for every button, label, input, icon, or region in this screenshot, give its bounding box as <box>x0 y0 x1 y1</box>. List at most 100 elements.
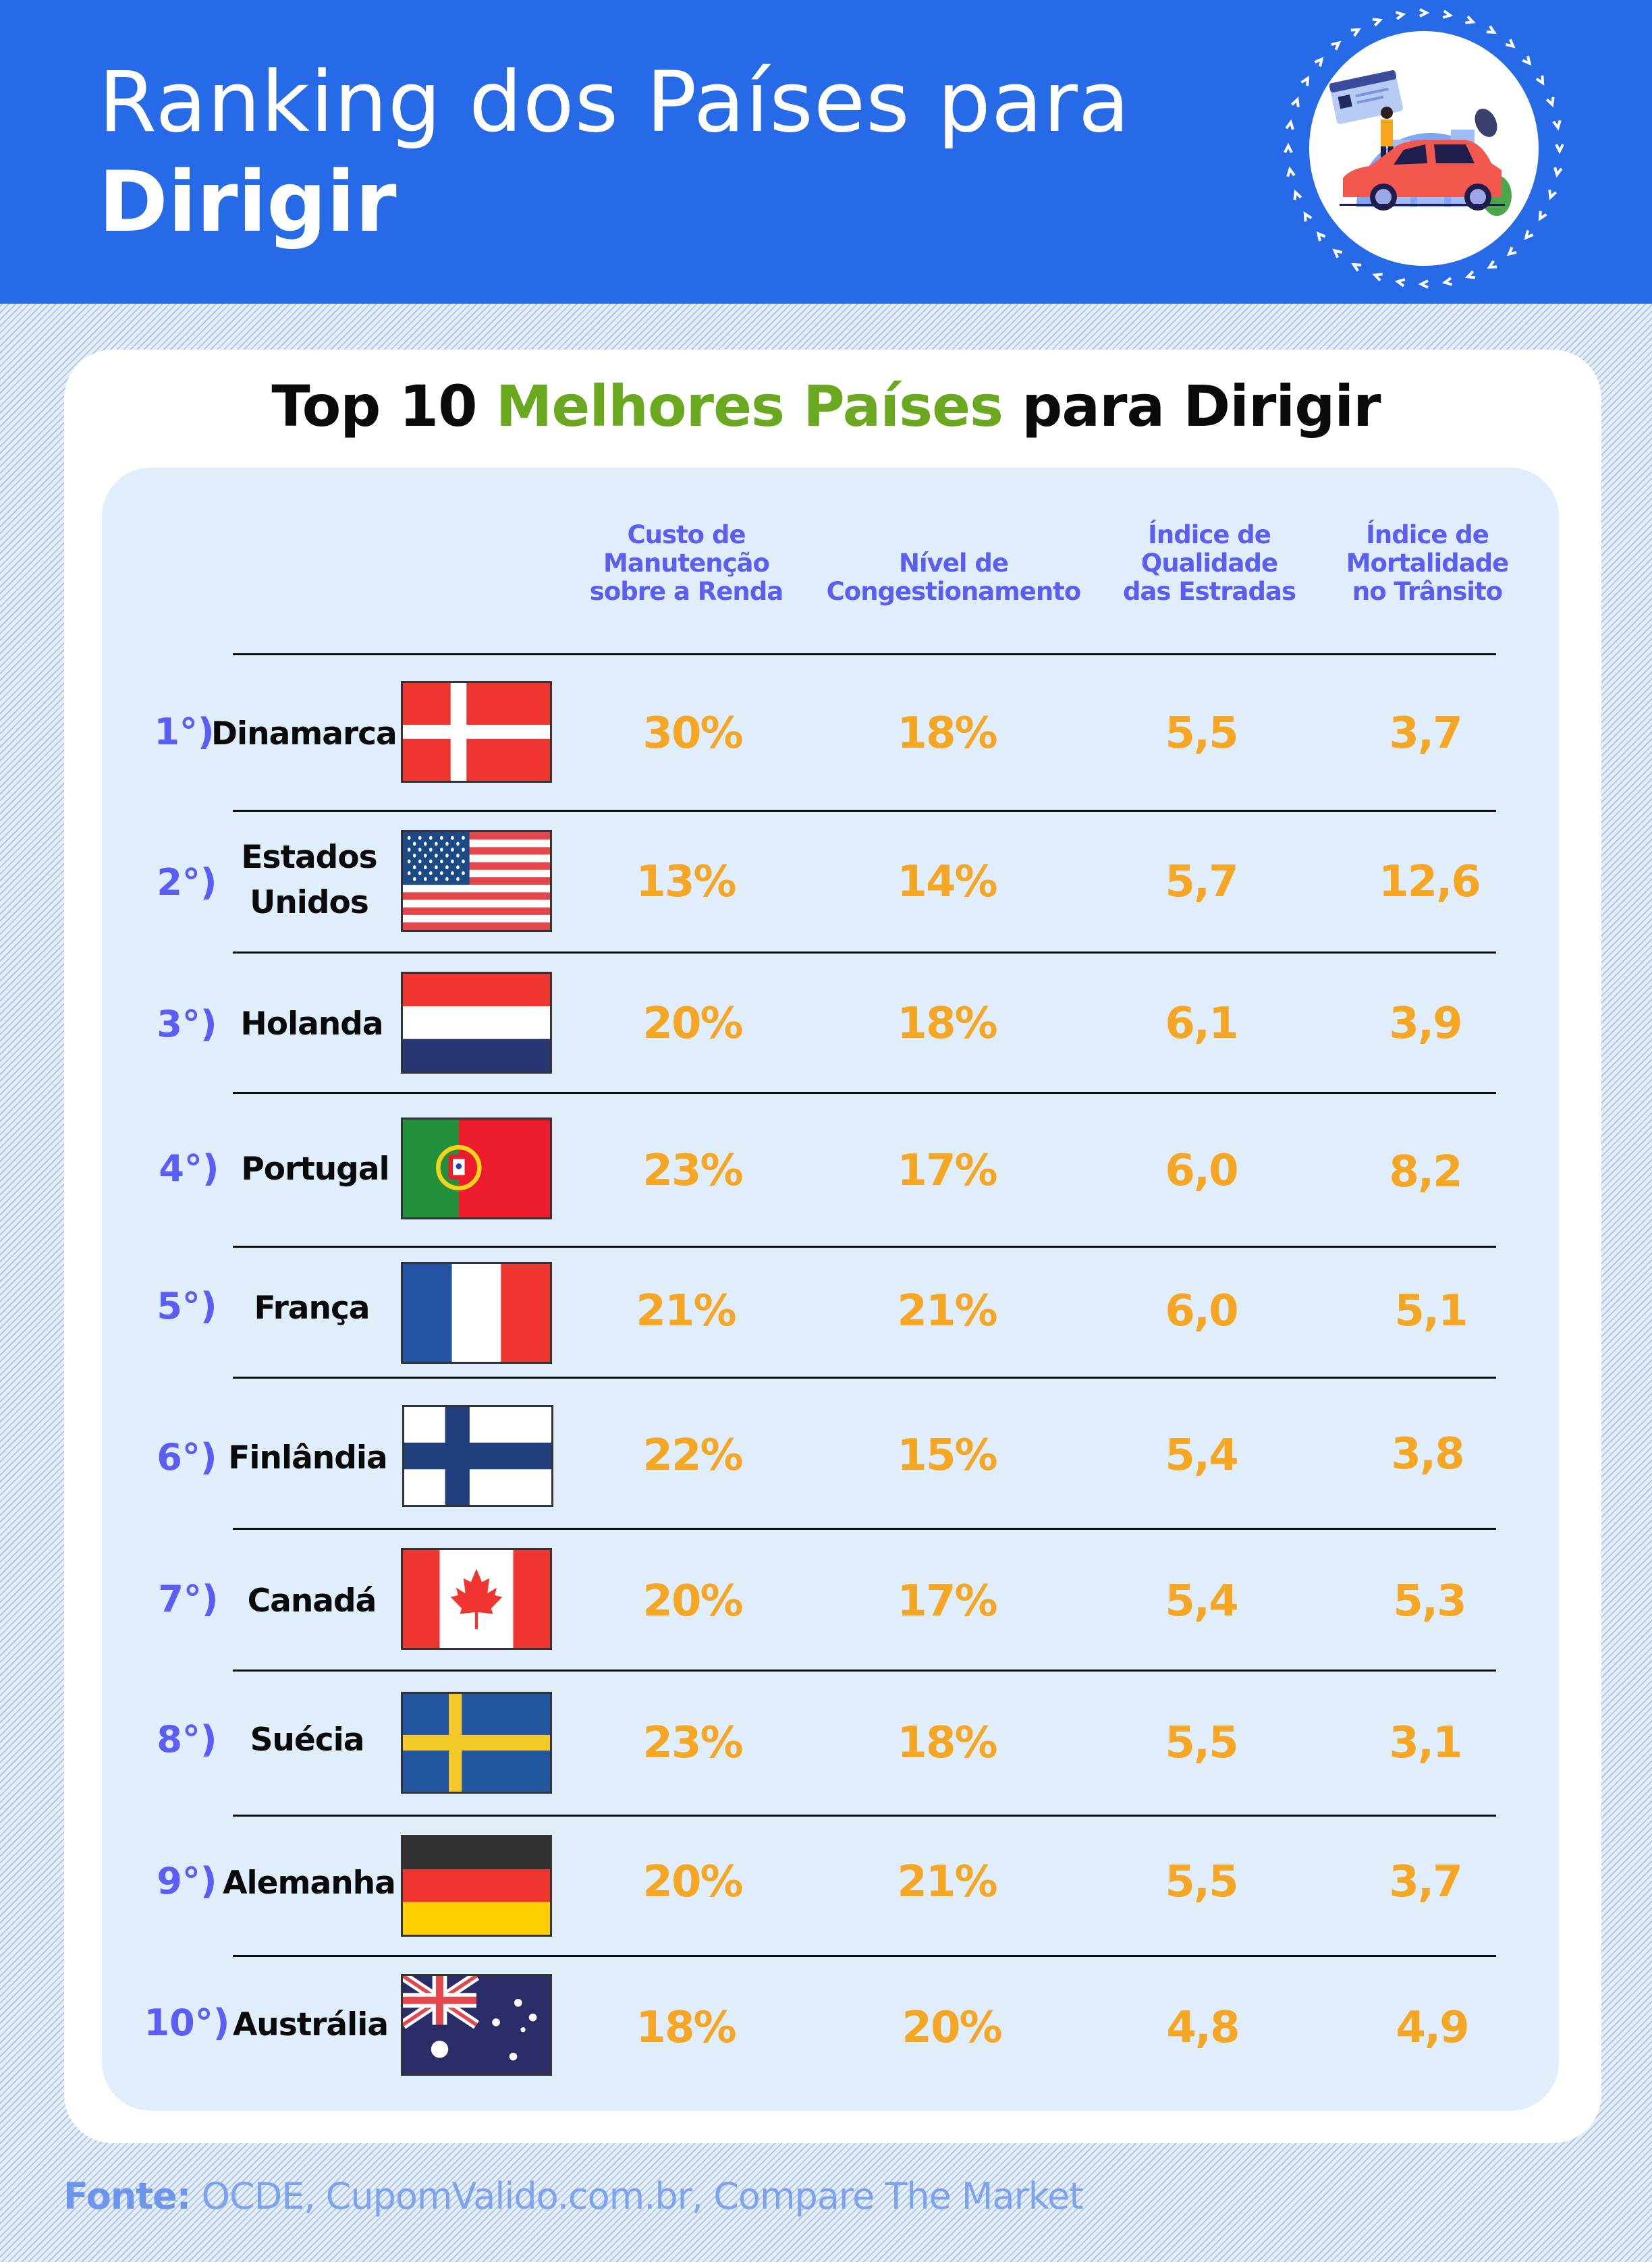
sweden-flag-icon <box>401 1692 552 1794</box>
rank-label: 4°) <box>159 1147 219 1190</box>
road-quality-value: 5,4 <box>1165 1431 1238 1481</box>
page-title-line1: Ranking dos Países para <box>99 54 1130 151</box>
row-divider <box>233 1246 1496 1248</box>
column-header-line: Índice de <box>1366 520 1489 549</box>
row-divider <box>233 1528 1496 1530</box>
row-divider <box>233 1092 1496 1094</box>
france-flag-icon <box>401 1262 552 1364</box>
country-name: Holanda <box>240 1005 383 1043</box>
maintenance-cost-value: 30% <box>642 709 743 758</box>
congestion-value: 15% <box>897 1431 997 1481</box>
row-divider <box>233 1815 1496 1817</box>
maintenance-cost-value: 20% <box>642 1576 743 1626</box>
maintenance-cost-value: 22% <box>642 1431 743 1481</box>
card-title-accent: Melhores Países <box>495 373 1003 439</box>
maintenance-cost-value: 23% <box>642 1718 743 1768</box>
congestion-value: 18% <box>897 999 997 1049</box>
usa-flag-icon <box>401 830 552 932</box>
country-name: França <box>254 1290 370 1327</box>
maintenance-cost-value: 21% <box>636 1286 736 1336</box>
column-header-line: Qualidade <box>1140 549 1278 578</box>
canada-flag-icon <box>401 1548 552 1650</box>
traffic-mortality-value: 12,6 <box>1379 857 1481 907</box>
traffic-mortality-value: 3,7 <box>1389 1857 1462 1907</box>
country-name: Alemanha <box>223 1865 396 1902</box>
column-header-road-quality: Índice de Qualidade das Estradas <box>1101 521 1317 606</box>
card-title-prefix: Top 10 <box>271 373 496 439</box>
column-header-traffic-mortality: Índice de Mortalidade no Trânsito <box>1319 521 1535 606</box>
congestion-value: 17% <box>897 1576 997 1626</box>
maintenance-cost-value: 20% <box>642 999 743 1049</box>
traffic-mortality-value: 3,1 <box>1389 1718 1462 1768</box>
netherlands-flag-icon <box>401 972 552 1074</box>
column-header-line: Nível de <box>898 549 1009 578</box>
road-quality-value: 5,5 <box>1165 709 1238 758</box>
rank-label: 1°) <box>154 711 215 753</box>
rank-label: 7°) <box>158 1578 219 1620</box>
road-quality-value: 6,0 <box>1165 1286 1238 1336</box>
traffic-mortality-value: 3,8 <box>1391 1429 1464 1479</box>
congestion-value: 14% <box>897 857 997 907</box>
row-divider <box>233 1670 1496 1672</box>
column-header-congestion: Nível de Congestionamento <box>798 549 1109 606</box>
congestion-value: 17% <box>897 1146 997 1196</box>
column-header-line: no Trânsito <box>1352 577 1503 606</box>
card-title: Top 10 Melhores Países para Dirigir <box>0 373 1652 440</box>
country-name: Dinamarca <box>211 715 397 752</box>
column-header-line: sobre a Renda <box>589 577 783 606</box>
header-banner: Ranking dos Países para Dirigir <box>0 0 1652 304</box>
table-panel <box>102 468 1559 2111</box>
column-header-line: Manutenção <box>603 549 770 578</box>
road-quality-value: 6,0 <box>1165 1146 1238 1196</box>
road-quality-value: 5,5 <box>1165 1857 1238 1907</box>
germany-flag-icon <box>401 1835 552 1937</box>
column-header-line: Mortalidade <box>1346 549 1510 578</box>
rank-label: 10°) <box>144 2002 230 2044</box>
australia-flag-icon <box>401 1974 552 2076</box>
country-name: Portugal <box>241 1151 389 1188</box>
country-name-line: Unidos <box>250 884 369 921</box>
congestion-value: 18% <box>897 1718 997 1768</box>
rank-label: 3°) <box>157 1003 217 1045</box>
source-text: OCDE, CupomValido.com.br, Compare The Ma… <box>190 2175 1083 2217</box>
row-divider <box>233 810 1496 812</box>
source-credit: Fonte: OCDE, CupomValido.com.br, Compare… <box>63 2175 1084 2217</box>
road-quality-value: 5,4 <box>1165 1576 1238 1626</box>
congestion-value: 20% <box>902 2003 1002 2053</box>
denmark-flag-icon <box>401 681 552 783</box>
road-quality-value: 5,7 <box>1165 857 1238 907</box>
column-header-line: das Estradas <box>1122 577 1296 606</box>
column-header-line: Custo de <box>627 520 746 549</box>
column-header-line: Congestionamento <box>826 577 1082 606</box>
source-label: Fonte: <box>63 2175 191 2217</box>
traffic-mortality-value: 5,1 <box>1394 1286 1468 1336</box>
congestion-value: 21% <box>897 1857 997 1907</box>
traffic-mortality-value: 4,9 <box>1396 2003 1469 2053</box>
traffic-mortality-value: 3,7 <box>1389 709 1462 758</box>
row-divider <box>233 1377 1496 1379</box>
row-divider <box>233 653 1496 655</box>
maintenance-cost-value: 18% <box>636 2003 736 2053</box>
congestion-value: 18% <box>897 709 997 758</box>
rank-label: 2°) <box>157 861 217 904</box>
rank-label: 6°) <box>157 1436 217 1479</box>
column-header-maintenance-cost: Custo de Manutenção sobre a Renda <box>578 521 794 606</box>
traffic-mortality-value: 8,2 <box>1389 1147 1462 1197</box>
country-name-line: Estados <box>241 839 377 876</box>
road-quality-value: 6,1 <box>1165 999 1238 1049</box>
country-name: Austrália <box>232 2006 389 2043</box>
road-quality-value: 5,5 <box>1165 1718 1238 1768</box>
row-divider <box>233 1955 1496 1957</box>
country-name: Canadá <box>247 1582 377 1620</box>
maintenance-cost-value: 23% <box>642 1146 743 1196</box>
traffic-mortality-value: 5,3 <box>1393 1576 1466 1626</box>
congestion-value: 21% <box>897 1286 997 1336</box>
traffic-mortality-value: 3,9 <box>1389 999 1462 1049</box>
maintenance-cost-value: 20% <box>642 1857 743 1907</box>
road-quality-value: 4,8 <box>1166 2003 1240 2053</box>
maintenance-cost-value: 13% <box>636 857 736 907</box>
country-name: Suécia <box>250 1721 365 1759</box>
page-title-line2: Dirigir <box>99 154 397 251</box>
finland-flag-icon <box>402 1405 553 1507</box>
car-driving-licence-illustration-icon <box>1269 1 1579 298</box>
